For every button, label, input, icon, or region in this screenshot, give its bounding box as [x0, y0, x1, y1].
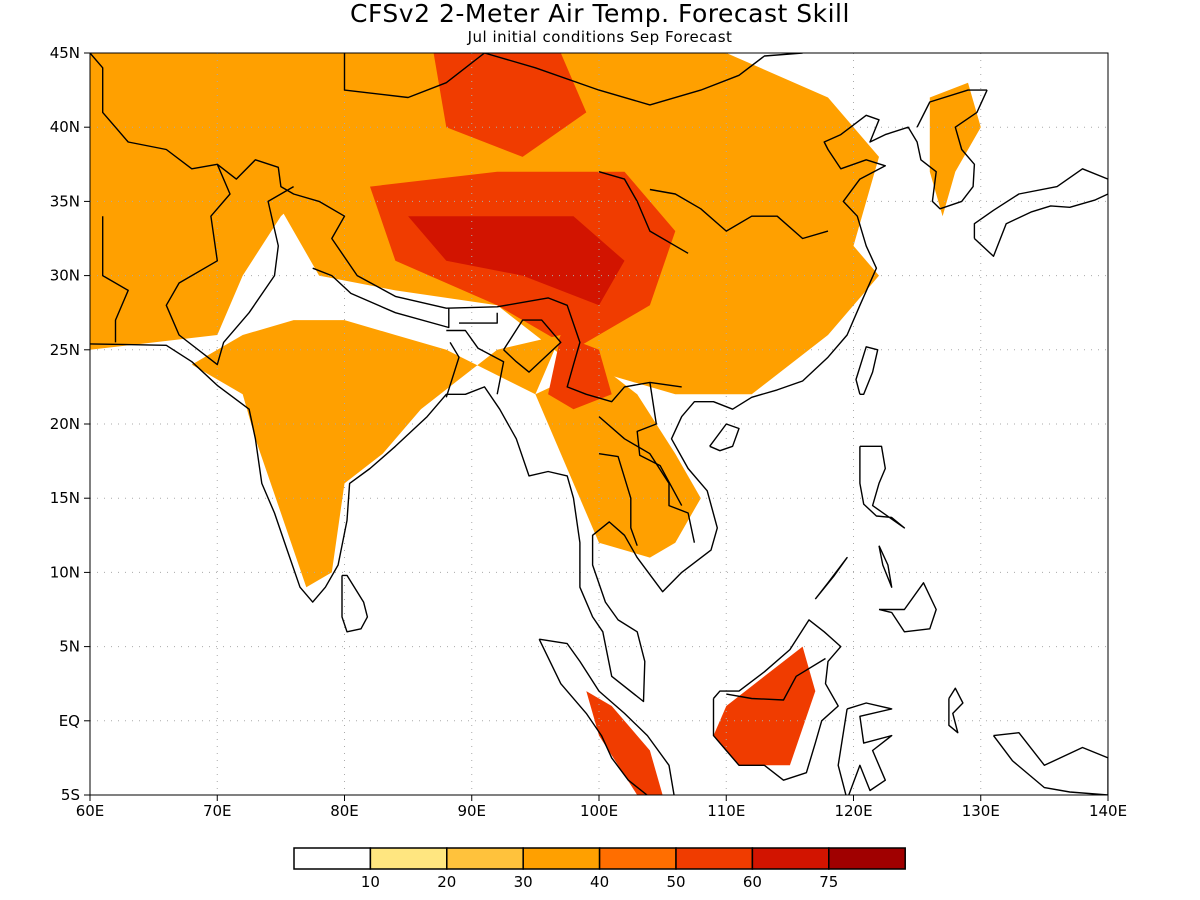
colorbar-swatch	[598, 847, 677, 870]
longitude-label: 110E	[707, 802, 745, 820]
colorbar-label: 75	[819, 873, 838, 891]
latitude-label: 40N	[50, 118, 80, 136]
colorbar-swatch	[293, 847, 372, 870]
colorbar-swatch	[446, 847, 524, 870]
latitude-label: 25N	[50, 341, 80, 359]
latitude-label: 15N	[50, 489, 80, 507]
latitude-label: 20N	[50, 415, 80, 433]
skill-region-indochina	[535, 364, 701, 558]
coastline-path	[459, 312, 498, 324]
coastline-path	[538, 638, 675, 795]
coastline-path	[726, 657, 826, 701]
coastline-path	[341, 574, 369, 633]
colorbar-label: 40	[590, 873, 609, 891]
coastline-path	[484, 53, 803, 106]
coastline-path	[992, 732, 1108, 795]
longitude-label: 60E	[76, 802, 105, 820]
coastline-path	[814, 556, 848, 600]
latitude-label: 45N	[50, 44, 80, 62]
latitude-label: 10N	[50, 563, 80, 581]
coastline-path	[598, 171, 689, 254]
coastline-path	[343, 53, 485, 99]
latitude-label: 35N	[50, 192, 80, 210]
coastline-path	[649, 188, 829, 240]
map-title: CFSv2 2-Meter Air Temp. Forecast Skill	[350, 0, 850, 28]
coastline-path	[855, 346, 879, 395]
colorbar: 10 20 30 40 50 60 75	[293, 847, 906, 891]
coastline-path	[165, 164, 294, 366]
colorbar-label: 30	[514, 873, 533, 891]
coastline-path	[636, 382, 683, 506]
latitude-label: EQ	[59, 712, 80, 730]
latitude-labels: 45N 40N 35N 30N 25N 20N 15N 10N 5N EQ 5S	[50, 44, 90, 804]
map-subtitle: Jul initial conditions Sep Forecast	[467, 28, 733, 46]
coastline-path	[878, 582, 937, 633]
coastline-path	[446, 329, 505, 395]
coastline-path	[503, 319, 562, 373]
coastline-path	[712, 619, 842, 781]
colorbar-swatch	[751, 847, 830, 870]
colorbar-swatch	[369, 847, 448, 870]
longitude-label: 80E	[330, 802, 359, 820]
coastline-path	[948, 687, 964, 734]
coastline-path	[837, 702, 893, 795]
coastline-path	[916, 89, 988, 128]
longitude-labels: 60E 70E 80E 90E 100E 110E 120E 130E 140E	[76, 795, 1127, 820]
latitude-label: 5N	[59, 638, 80, 656]
latitude-label: 30N	[50, 267, 80, 285]
longitude-label: 130E	[962, 802, 1000, 820]
longitude-label: 100E	[580, 802, 618, 820]
skill-region-korea	[929, 82, 981, 217]
coastline-path	[90, 53, 682, 403]
colorbar-label: 50	[666, 873, 685, 891]
colorbar-swatch	[675, 847, 754, 870]
longitude-label: 90E	[457, 802, 486, 820]
coastline-path	[973, 168, 1108, 257]
coastline-path	[90, 89, 988, 703]
coastline-path	[878, 545, 893, 588]
skill-region-burma-core	[548, 335, 612, 410]
coastline-path	[445, 342, 460, 398]
latitude-label: 5S	[61, 786, 80, 804]
colorbar-label: 20	[437, 873, 456, 891]
coastline-path	[102, 216, 129, 343]
skill-region-india	[191, 320, 561, 588]
colorbar-label: 10	[361, 873, 380, 891]
coastline-path	[598, 453, 638, 546]
coastline-path	[859, 445, 906, 529]
colorbar-swatch	[828, 847, 906, 870]
colorbar-swatch	[522, 847, 601, 870]
skill-region-borneo	[713, 646, 816, 766]
coastline-path	[312, 267, 450, 329]
skill-region-tibet-dark	[408, 216, 625, 306]
coastline-path	[709, 423, 740, 452]
colorbar-label: 60	[743, 873, 762, 891]
skill-region-sumatra	[586, 691, 663, 795]
longitude-label: 70E	[203, 802, 232, 820]
longitude-label: 120E	[834, 802, 872, 820]
longitude-label: 140E	[1089, 802, 1127, 820]
coastline-layer	[90, 53, 1108, 795]
